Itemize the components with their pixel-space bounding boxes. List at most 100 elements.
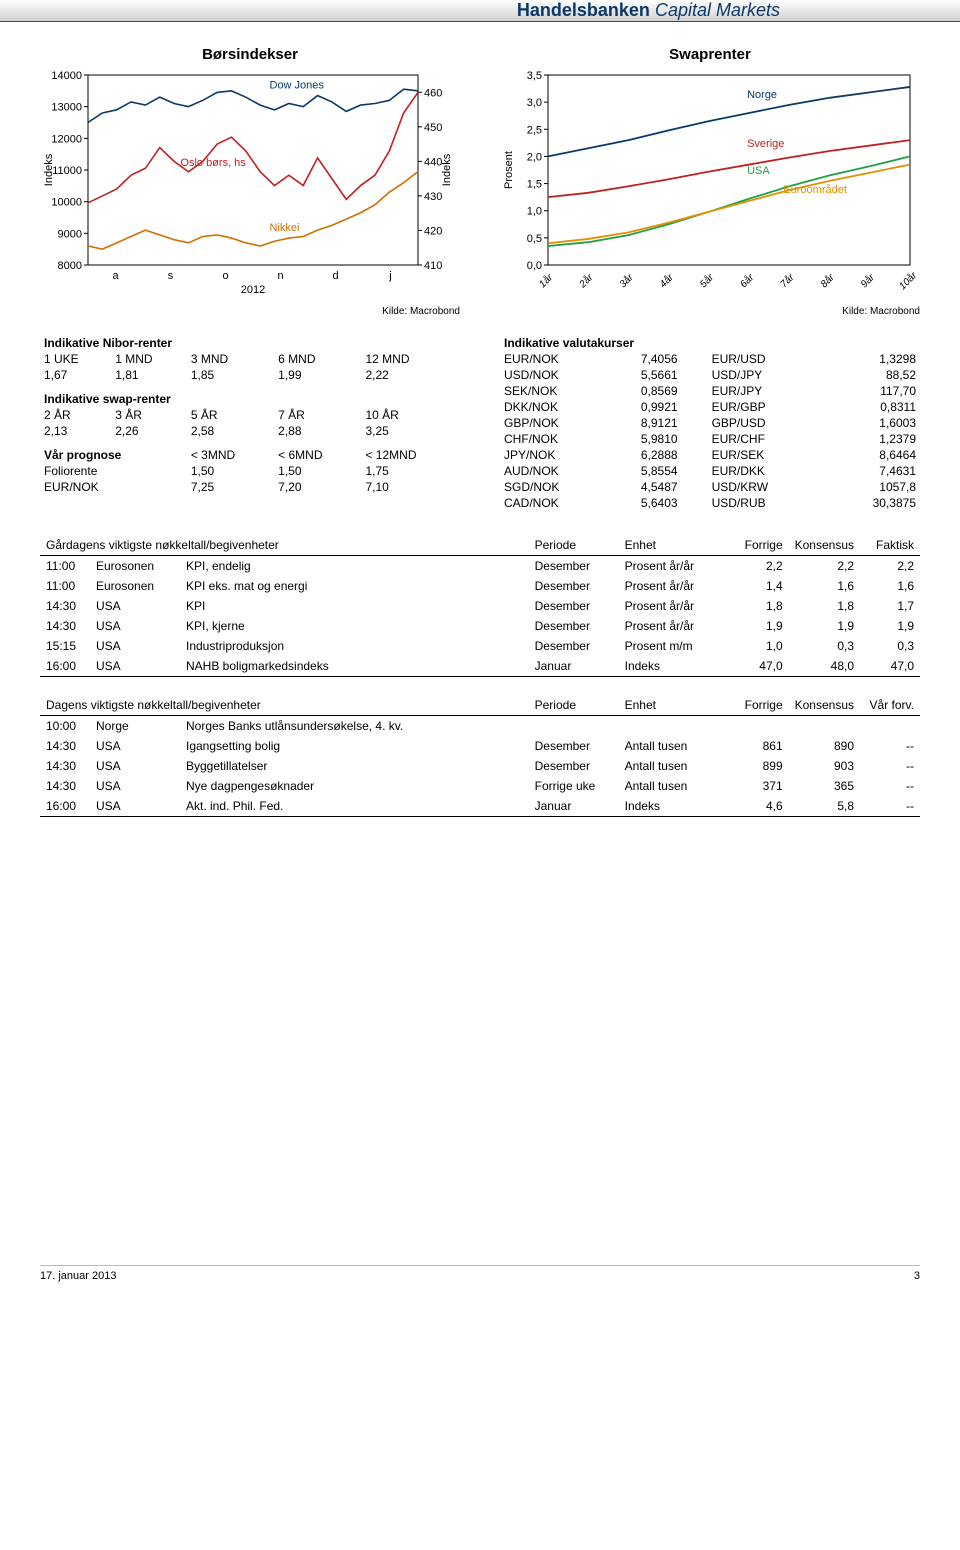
svg-text:3år: 3år — [617, 271, 636, 290]
svg-text:460: 460 — [424, 87, 442, 99]
svg-text:8år: 8år — [818, 271, 837, 290]
nibor-table: Indikative Nibor-renter 1 UKE 1 MND 3 MN… — [40, 335, 460, 495]
svg-text:3,0: 3,0 — [527, 97, 542, 109]
rates-row: Indikative Nibor-renter 1 UKE 1 MND 3 MN… — [40, 335, 920, 511]
valuta-row: SGD/NOK4,5487USD/KRW1057,8 — [500, 479, 920, 495]
svg-text:Dow Jones: Dow Jones — [270, 79, 325, 91]
svg-text:Prosent: Prosent — [503, 151, 515, 189]
table-row: 14:30USANye dagpengesøknaderForrige ukeA… — [40, 776, 920, 796]
prognose-row-0: Foliorente 1,50 1,50 1,75 — [40, 463, 460, 479]
table-row: 11:00EurosonenKPI eks. mat og energiDese… — [40, 576, 920, 596]
chart-title-1: Børsindekser — [40, 46, 460, 63]
chart1-source: Kilde: Macrobond — [40, 306, 460, 317]
svg-text:6år: 6år — [738, 271, 757, 290]
brand-main: Handelsbanken — [517, 0, 650, 20]
svg-text:a: a — [112, 270, 119, 282]
valuta-row: AUD/NOK5,8554EUR/DKK7,4631 — [500, 463, 920, 479]
brand-sub: Capital Markets — [655, 0, 780, 20]
svg-text:Oslo børs, hs: Oslo børs, hs — [180, 157, 246, 169]
valuta-row: JPY/NOK6,2888EUR/SEK8,6464 — [500, 447, 920, 463]
table-row: 10:00NorgeNorges Banks utlånsundersøkels… — [40, 716, 920, 737]
valuta-table: Indikative valutakurser EUR/NOK7,4056EUR… — [500, 335, 920, 511]
svg-text:450: 450 — [424, 122, 442, 134]
nibor-headers: 1 UKE 1 MND 3 MND 6 MND 12 MND — [40, 351, 460, 367]
swap-headers: 2 ÅR 3 ÅR 5 ÅR 7 ÅR 10 ÅR — [40, 407, 460, 423]
chart1-svg: 8000 9000 10000 11000 12000 13000 14000 410 420 4… — [40, 69, 460, 299]
yesterday-header: Gårdagens viktigste nøkkeltall/begivenhe… — [40, 535, 920, 556]
svg-text:1år: 1år — [537, 271, 556, 290]
svg-text:7år: 7år — [778, 271, 797, 290]
valuta-row: GBP/NOK8,9121GBP/USD1,6003 — [500, 415, 920, 431]
svg-text:10000: 10000 — [51, 197, 82, 209]
svg-text:2,0: 2,0 — [527, 151, 542, 163]
valuta-row: EUR/NOK7,4056EUR/USD1,3298 — [500, 351, 920, 367]
table-row: 14:30USAByggetillatelserDesemberAntall t… — [40, 756, 920, 776]
swap-title: Indikative swap-renter — [40, 391, 460, 407]
footer-page: 3 — [914, 1270, 920, 1282]
table-row: 14:30USAIgangsetting boligDesemberAntall… — [40, 736, 920, 756]
chart2-source: Kilde: Macrobond — [500, 306, 920, 317]
today-header: Dagens viktigste nøkkeltall/begivenheter… — [40, 695, 920, 716]
chart-borsindekser: Børsindekser 8000 9000 10000 11000 12000 1300… — [40, 46, 460, 317]
svg-text:0,0: 0,0 — [527, 260, 542, 272]
svg-text:4år: 4år — [657, 271, 676, 290]
svg-text:3,5: 3,5 — [527, 70, 542, 82]
header-bar: Handelsbanken Capital Markets — [0, 0, 960, 22]
charts-row: Børsindekser 8000 9000 10000 11000 12000 1300… — [40, 46, 920, 317]
svg-text:2,5: 2,5 — [527, 124, 542, 136]
svg-text:d: d — [332, 270, 338, 282]
table-row: 14:30USAKPIDesemberProsent år/år1,81,81,… — [40, 596, 920, 616]
svg-text:Indeks: Indeks — [43, 153, 55, 186]
svg-text:1,5: 1,5 — [527, 179, 542, 191]
svg-text:USA: USA — [747, 165, 770, 177]
svg-text:Norge: Norge — [747, 89, 777, 101]
valuta-row: DKK/NOK0,9921EUR/GBP0,8311 — [500, 399, 920, 415]
rates-left: Indikative Nibor-renter 1 UKE 1 MND 3 MN… — [40, 335, 460, 511]
svg-text:n: n — [277, 270, 283, 282]
valuta-row: CHF/NOK5,9810EUR/CHF1,2379 — [500, 431, 920, 447]
table-row: 15:15USAIndustriproduksjonDesemberProsen… — [40, 636, 920, 656]
prognose-header-row: Vår prognose < 3MND < 6MND < 12MND — [40, 447, 460, 463]
footer-date: 17. januar 2013 — [40, 1270, 116, 1282]
svg-text:o: o — [222, 270, 228, 282]
today-table: Dagens viktigste nøkkeltall/begivenheter… — [40, 695, 920, 817]
svg-text:8000: 8000 — [58, 260, 82, 272]
valuta-row: CAD/NOK5,6403USD/RUB30,3875 — [500, 495, 920, 511]
svg-text:13000: 13000 — [51, 102, 82, 114]
nibor-title: Indikative Nibor-renter — [40, 335, 460, 351]
svg-text:2år: 2år — [576, 271, 596, 291]
prognose-row-1: EUR/NOK 7,25 7,20 7,10 — [40, 479, 460, 495]
chart-title-2: Swaprenter — [500, 46, 920, 63]
svg-text:410: 410 — [424, 260, 442, 272]
table-row: 16:00USAAkt. ind. Phil. Fed.JanuarIndeks… — [40, 796, 920, 817]
svg-text:5år: 5år — [697, 271, 716, 290]
svg-text:420: 420 — [424, 225, 442, 237]
svg-text:440: 440 — [424, 156, 442, 168]
yesterday-table: Gårdagens viktigste nøkkeltall/begivenhe… — [40, 535, 920, 677]
chart-swaprenter: Swaprenter 0,00,51,01,52,02,53,03,51år2å… — [500, 46, 920, 317]
table-row: 11:00EurosonenKPI, endeligDesemberProsen… — [40, 556, 920, 577]
content: Børsindekser 8000 9000 10000 11000 12000 1300… — [0, 22, 960, 845]
table-row: 14:30USAKPI, kjerneDesemberProsent år/år… — [40, 616, 920, 636]
svg-text:Indeks: Indeks — [441, 153, 453, 186]
svg-text:Sverige: Sverige — [747, 138, 784, 150]
svg-text:10år: 10år — [897, 269, 920, 292]
nibor-values: 1,67 1,81 1,85 1,99 2,22 — [40, 367, 460, 383]
svg-text:12000: 12000 — [51, 133, 82, 145]
swap-values: 2,13 2,26 2,58 2,88 3,25 — [40, 423, 460, 439]
svg-text:14000: 14000 — [51, 70, 82, 82]
svg-text:s: s — [168, 270, 174, 282]
svg-text:9år: 9år — [858, 271, 877, 290]
rates-right: Indikative valutakurser EUR/NOK7,4056EUR… — [500, 335, 920, 511]
svg-text:430: 430 — [424, 191, 442, 203]
svg-text:11000: 11000 — [52, 165, 82, 177]
prognose-title: Vår prognose — [40, 447, 187, 463]
chart2-svg: 0,00,51,01,52,02,53,03,51år2år3år4år5år6… — [500, 69, 920, 299]
svg-text:0,5: 0,5 — [527, 233, 542, 245]
svg-text:2012: 2012 — [241, 284, 265, 296]
valuta-title: Indikative valutakurser — [500, 335, 920, 351]
svg-text:j: j — [388, 270, 391, 282]
svg-text:9000: 9000 — [58, 228, 82, 240]
valuta-row: SEK/NOK0,8569EUR/JPY117,70 — [500, 383, 920, 399]
valuta-row: USD/NOK5,5661USD/JPY88,52 — [500, 367, 920, 383]
